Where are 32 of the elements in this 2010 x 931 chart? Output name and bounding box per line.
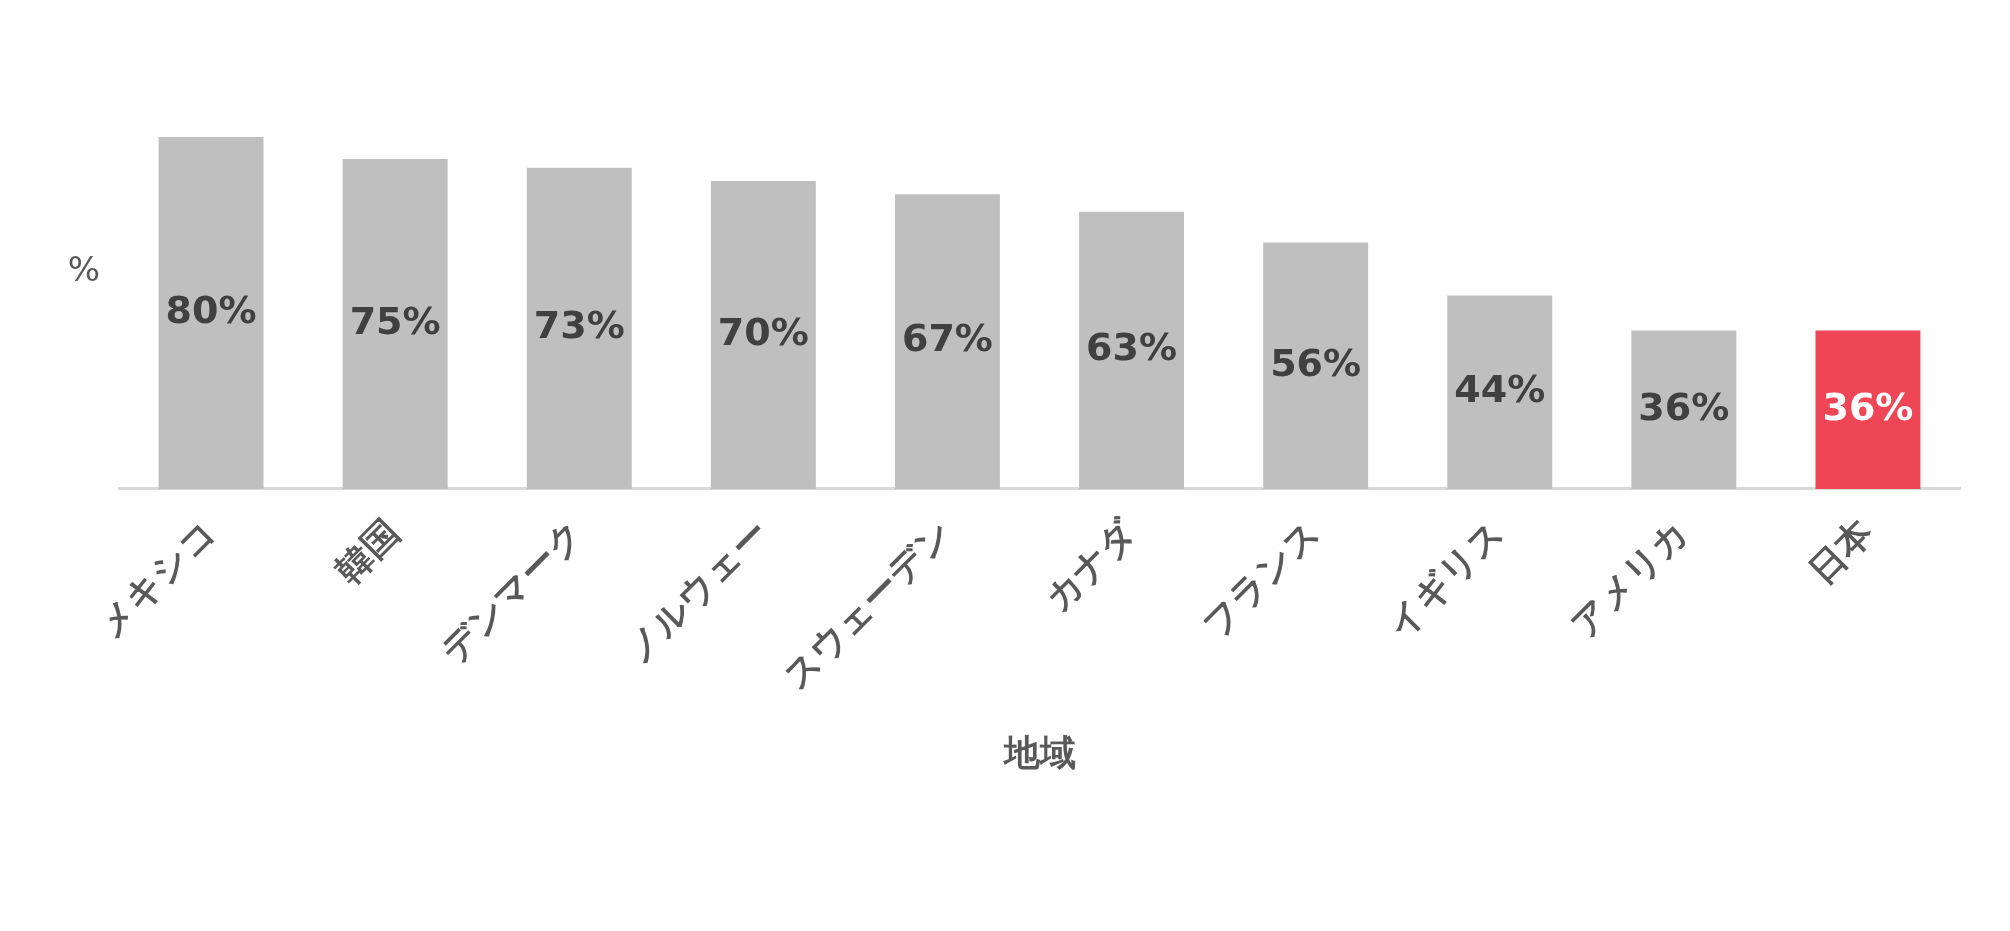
x-tick-label: 韓国 (327, 511, 408, 592)
bar (1447, 295, 1553, 489)
x-tick-label: アメリカ (1562, 511, 1697, 646)
bar (1631, 330, 1737, 489)
data-label: 56% (1270, 340, 1362, 385)
x-tick-label: カナダ (1036, 510, 1145, 620)
bar (1079, 211, 1185, 489)
bar (526, 167, 632, 489)
data-label: 80% (165, 287, 257, 332)
data-label: 63% (1086, 325, 1178, 370)
bar (158, 137, 264, 489)
x-axis-title: 地域 (1001, 731, 1076, 773)
x-tick-label: スウェーデン (774, 511, 960, 697)
y-axis-title: % (67, 248, 101, 289)
x-tick-label: イギリス (1378, 511, 1513, 646)
data-label: 73% (533, 303, 625, 348)
x-tick-label: 日本 (1800, 511, 1881, 592)
bar (1815, 330, 1921, 489)
x-tick-label: フランス (1194, 511, 1328, 646)
data-label: 67% (901, 316, 993, 361)
x-tick-label: デンマーク (432, 511, 592, 671)
bar (342, 159, 448, 489)
bar (1263, 242, 1369, 489)
bar (710, 181, 816, 489)
data-label: 44% (1454, 367, 1546, 412)
data-label: 36% (1822, 384, 1914, 429)
x-tick-label: ノルウェー (616, 511, 776, 671)
data-label: 36% (1638, 384, 1730, 429)
x-tick-label: メキシコ (89, 511, 224, 646)
data-label: 70% (717, 309, 809, 354)
bar (894, 194, 1000, 489)
data-label: 75% (349, 298, 441, 343)
